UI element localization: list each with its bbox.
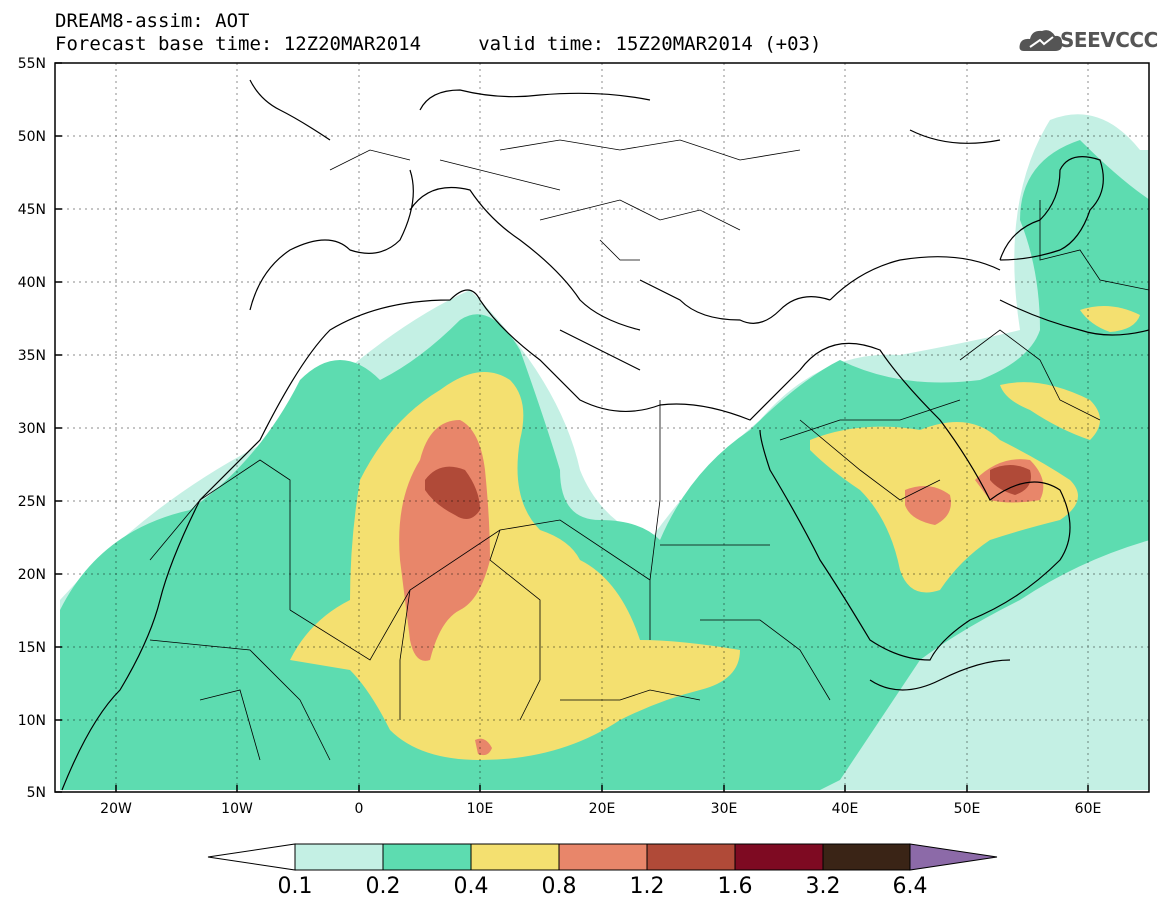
colorbar-label: 3.2 (806, 874, 841, 899)
aot-contour-1.2-sahara (425, 466, 480, 519)
xtick-label: 50E (954, 801, 981, 817)
colorbar-label: 6.4 (893, 874, 928, 899)
ytick-label: 5N (27, 785, 46, 801)
xtick-label: 10W (221, 801, 253, 817)
aot-contour-0.8-chad (475, 738, 492, 756)
aot-contour-0.4-iran (1000, 382, 1100, 440)
colorbar-swatch (734, 843, 824, 871)
colorbar-swatch (646, 843, 736, 871)
x-axis-labels: 20W 10W 0 10E 20E 30E 40E 50E 60E (100, 801, 1101, 817)
colorbar (207, 843, 998, 871)
ytick-label: 20N (18, 567, 46, 583)
colorbar-swatch (558, 843, 648, 871)
colorbar-label: 0.2 (366, 874, 401, 899)
colorbar-swatch (294, 843, 384, 871)
colorbar-swatch (822, 843, 911, 871)
colorbar-low-arrow (207, 843, 296, 871)
colorbar-label: 0.1 (278, 874, 313, 899)
ytick-label: 35N (18, 348, 46, 364)
colorbar-swatch (470, 843, 560, 871)
xtick-label: 30E (711, 801, 738, 817)
ytick-label: 40N (18, 275, 46, 291)
ytick-label: 30N (18, 421, 46, 437)
ytick-label: 15N (18, 640, 46, 656)
xtick-label: 40E (832, 801, 859, 817)
coastlines (61, 79, 1149, 791)
seevccc-logo: SEEVCCC (1060, 28, 1158, 52)
aot-contour-1.2-gulf (990, 465, 1031, 495)
aot-contour-0.4-sahara (290, 372, 740, 760)
colorbar-label: 1.6 (718, 874, 753, 899)
cloud-icon (1019, 30, 1063, 51)
ytick-label: 10N (18, 713, 46, 729)
aot-contour-0.8-arabia (905, 486, 951, 525)
xtick-label: 0 (355, 801, 364, 817)
xtick-label: 20W (100, 801, 132, 817)
country-borders (149, 139, 1149, 761)
aot-fields (60, 114, 1149, 790)
colorbar-high-arrow (909, 843, 998, 871)
ytick-label: 50N (18, 129, 46, 145)
aot-contour-0.4-caspian (1080, 306, 1140, 332)
map-title: DREAM8-assim: AOT (55, 10, 250, 32)
colorbar-swatch (382, 843, 472, 871)
axis-ticks (55, 62, 1089, 793)
colorbar-label: 1.2 (630, 874, 665, 899)
ytick-label: 55N (18, 56, 46, 72)
ytick-label: 25N (18, 494, 46, 510)
xtick-label: 20E (589, 801, 616, 817)
forecast-time-subtitle: Forecast base time: 12Z20MAR2014 valid t… (55, 33, 822, 55)
y-axis-labels: 5N 10N 15N 20N 25N 30N 35N 40N 45N 50N 5… (18, 56, 46, 801)
colorbar-label: 0.4 (454, 874, 489, 899)
ytick-label: 45N (18, 202, 46, 218)
xtick-label: 60E (1075, 801, 1102, 817)
colorbar-labels: 0.1 0.2 0.4 0.8 1.2 1.6 3.2 6.4 (278, 874, 928, 899)
map-grid (55, 63, 1149, 792)
colorbar-label: 0.8 (542, 874, 577, 899)
xtick-label: 10E (467, 801, 494, 817)
